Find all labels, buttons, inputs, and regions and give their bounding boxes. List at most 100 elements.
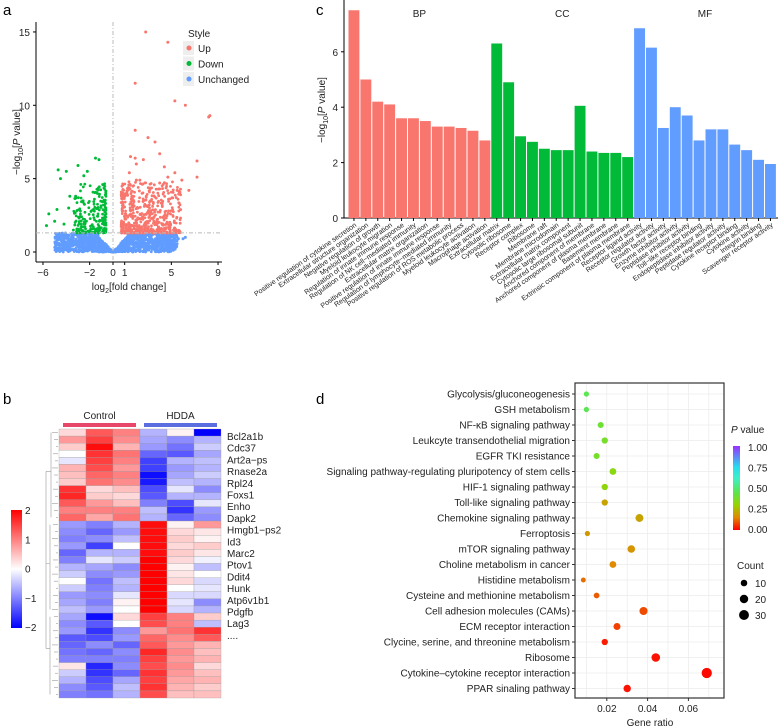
point-up [156, 191, 160, 195]
gene-label: Lag3 [227, 619, 250, 630]
point-down [77, 220, 81, 223]
point-up [124, 229, 127, 233]
point-unchanged [76, 242, 80, 245]
panel-label-d: d [316, 391, 324, 408]
heat-cell [58, 450, 87, 458]
color-scale-label: −1 [25, 594, 37, 605]
point-up [131, 203, 135, 207]
heat-cell [193, 428, 222, 437]
point-down [92, 216, 96, 220]
point-up [152, 215, 156, 218]
heat-cell [193, 641, 222, 649]
pathway-label: Clycine, serine, and threonine metabolis… [384, 638, 570, 649]
gene-label: Foxs1 [227, 491, 255, 502]
point-unchanged [122, 240, 125, 244]
dot [601, 499, 608, 506]
point-up [139, 182, 142, 185]
y-tick-label: 10 [19, 101, 31, 112]
point-up [171, 210, 175, 214]
point-down [77, 196, 80, 200]
point-up [140, 212, 144, 215]
bar [669, 107, 681, 218]
bar [705, 129, 717, 218]
heat-cell [166, 556, 195, 564]
plot-frame [574, 382, 725, 699]
heat-cell [112, 655, 141, 663]
point-down [95, 214, 99, 218]
legend-label: Down [198, 60, 224, 71]
point-up [147, 229, 150, 232]
point-unchanged [163, 242, 167, 245]
heat-cell [166, 591, 195, 600]
point-up [165, 220, 169, 224]
point-unchanged [137, 249, 141, 253]
p-value-colorbar [733, 446, 740, 530]
dot [597, 421, 604, 429]
point-up [170, 206, 174, 210]
point-down [79, 189, 82, 193]
point-unchanged [150, 244, 154, 247]
point-up [162, 190, 166, 194]
point-unchanged [60, 232, 64, 236]
heat-cell [139, 492, 168, 500]
gene-label: .... [227, 631, 238, 642]
point-down [73, 211, 77, 215]
heat-cell [193, 478, 222, 486]
point-up [130, 190, 133, 194]
point-up [130, 229, 134, 233]
point-down [90, 227, 94, 231]
heat-cell [166, 662, 195, 670]
heat-cell [112, 584, 141, 592]
heat-cell [166, 570, 195, 578]
point-down [77, 215, 80, 219]
point-up [131, 215, 135, 219]
point-unchanged [59, 236, 63, 240]
bar [408, 118, 419, 218]
heat-cell [193, 683, 222, 692]
point-down [99, 226, 103, 230]
point-up [141, 158, 145, 162]
point-unchanged [79, 234, 83, 238]
point-up [127, 171, 131, 175]
x-tick-label: 1 [122, 268, 128, 279]
point-unchanged [132, 244, 136, 247]
point-up [155, 230, 159, 233]
count-legend-dot [739, 610, 749, 620]
heat-cell [112, 683, 141, 692]
heat-cell [58, 683, 87, 692]
heat-cell [166, 648, 195, 656]
point-up [158, 152, 162, 156]
heat-cell [166, 513, 195, 522]
heat-cell [112, 549, 141, 557]
point-up [167, 191, 170, 195]
point-up [137, 189, 141, 193]
point-unchanged [79, 242, 83, 246]
point-up [159, 230, 163, 234]
point-up [164, 186, 168, 190]
heat-cell [85, 471, 114, 479]
point-unchanged [141, 245, 145, 249]
x-axis-label: Gene ratio [627, 718, 674, 728]
point-down [104, 223, 108, 227]
point-down [67, 206, 71, 210]
heat-cell [112, 690, 141, 699]
point-down [75, 201, 79, 205]
heat-cell [58, 499, 87, 508]
x-tick-label: 9 [215, 268, 221, 279]
bar [574, 105, 586, 218]
heat-cell [58, 634, 87, 642]
point-unchanged [155, 250, 159, 254]
heat-cell [112, 506, 141, 515]
point-up [146, 136, 150, 140]
point-unchanged [143, 243, 147, 247]
bar [431, 126, 443, 218]
point-up [175, 188, 179, 192]
heat-cell [139, 598, 168, 607]
bar [657, 127, 669, 218]
heat-cell [58, 520, 87, 529]
count-legend-label: 30 [755, 611, 767, 622]
p-value-legend-title: P value [731, 425, 765, 436]
point-up [176, 186, 179, 189]
point-unchanged [73, 247, 77, 251]
point-unchanged [77, 246, 81, 249]
